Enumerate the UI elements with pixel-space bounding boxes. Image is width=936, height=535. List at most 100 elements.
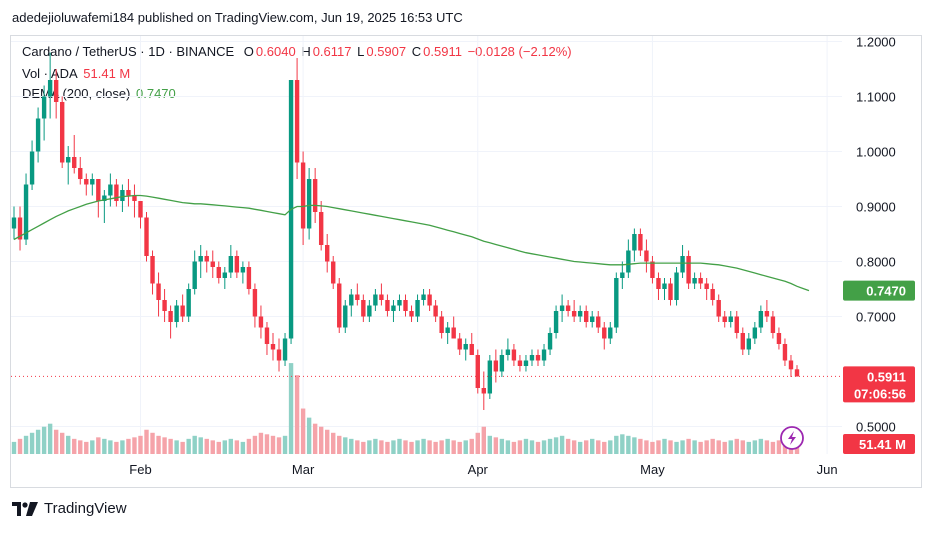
candle — [523, 360, 529, 366]
volume-bar — [409, 441, 414, 454]
volume-bar — [102, 438, 107, 454]
candle — [120, 190, 125, 201]
low-value: 0.5907 — [366, 44, 407, 59]
candle — [186, 289, 191, 317]
volume-bar — [150, 432, 155, 454]
volume-bar — [692, 440, 697, 454]
candle — [240, 267, 246, 273]
volume-bar — [343, 437, 348, 454]
volume-bar — [475, 432, 480, 454]
tradingview-logo-icon — [12, 501, 38, 516]
candle — [264, 327, 270, 344]
volume-bar — [686, 438, 691, 454]
volume-bar — [445, 438, 450, 454]
candle — [403, 300, 408, 311]
volume-bar — [385, 441, 390, 454]
candle — [270, 344, 276, 350]
candle — [144, 217, 149, 256]
dema-badge-bg — [843, 280, 915, 301]
candle — [475, 355, 480, 388]
volume-bar — [698, 441, 703, 454]
candle — [602, 327, 607, 339]
symbol-name[interactable]: Cardano / TetherUS · 1D · BINANCE — [22, 44, 235, 59]
volume-bar — [602, 441, 607, 454]
candle — [650, 261, 655, 278]
dema-line — [13, 194, 810, 292]
candle — [752, 327, 758, 339]
candle — [608, 327, 613, 339]
candle — [59, 102, 65, 163]
y-axis-tick: 1.0000 — [856, 145, 896, 160]
volume-bar — [565, 438, 571, 454]
volume-bar — [47, 423, 53, 454]
candle — [397, 300, 402, 306]
volume-bar — [288, 363, 294, 454]
candle — [541, 349, 547, 361]
volume-bar — [29, 432, 35, 454]
y-axis-tick: 0.7000 — [856, 310, 896, 325]
candle — [415, 300, 420, 317]
candle — [373, 294, 378, 306]
volume-bar — [379, 440, 384, 454]
volume-bar — [216, 441, 221, 454]
price-badge-bg — [843, 366, 915, 403]
volume-bar — [66, 435, 71, 454]
candle — [210, 261, 215, 267]
volume-bar — [349, 438, 354, 454]
candle — [433, 305, 438, 317]
candle — [590, 316, 595, 322]
volume-bar — [168, 438, 173, 454]
candle — [469, 344, 474, 355]
volume-bar — [776, 440, 782, 454]
volume-bar — [427, 440, 432, 454]
dema-badge: 0.7470 — [843, 280, 915, 301]
volume-bar — [571, 440, 577, 454]
candle — [770, 316, 776, 333]
candle — [481, 388, 486, 394]
candle — [204, 256, 209, 262]
y-axis-tick: 0.9000 — [856, 200, 896, 215]
volume-bar — [361, 441, 366, 454]
candle — [126, 190, 131, 196]
volume-bar — [53, 429, 59, 454]
candle — [150, 256, 155, 284]
candle — [343, 305, 348, 328]
candle — [451, 327, 456, 339]
volume-badge-text: 51.41 M — [859, 437, 906, 452]
candle — [391, 305, 396, 311]
lightning-icon[interactable] — [780, 426, 804, 450]
high-label: H — [301, 44, 311, 59]
candle — [35, 118, 41, 152]
candle — [596, 316, 601, 328]
volume-bar — [318, 426, 324, 454]
candle — [704, 283, 709, 289]
volume-bar — [11, 441, 17, 454]
candle — [692, 278, 697, 284]
volume-bar — [325, 429, 330, 454]
candle — [337, 283, 342, 328]
volume-bar — [126, 438, 131, 454]
volume-bar — [331, 432, 336, 454]
volume-bar — [78, 440, 83, 454]
volume-bar — [192, 435, 197, 454]
volume-bar — [198, 437, 203, 454]
candle — [794, 369, 800, 377]
candle — [644, 250, 649, 262]
volume-bar — [258, 432, 264, 454]
candle — [216, 267, 221, 278]
candle — [361, 300, 366, 317]
candle — [355, 294, 360, 300]
x-axis-tick: Apr — [468, 462, 489, 477]
volume-bar — [23, 435, 29, 454]
candle — [246, 267, 252, 289]
volume-bar — [355, 440, 360, 454]
volume-bar — [614, 435, 619, 454]
tradingview-logo[interactable]: TradingView — [12, 500, 127, 517]
volume-bar — [72, 438, 77, 454]
candle — [156, 283, 161, 300]
volume-bar — [90, 440, 95, 454]
volume-bar — [740, 440, 745, 454]
volume-bar — [210, 440, 215, 454]
volume-bar — [222, 440, 228, 454]
